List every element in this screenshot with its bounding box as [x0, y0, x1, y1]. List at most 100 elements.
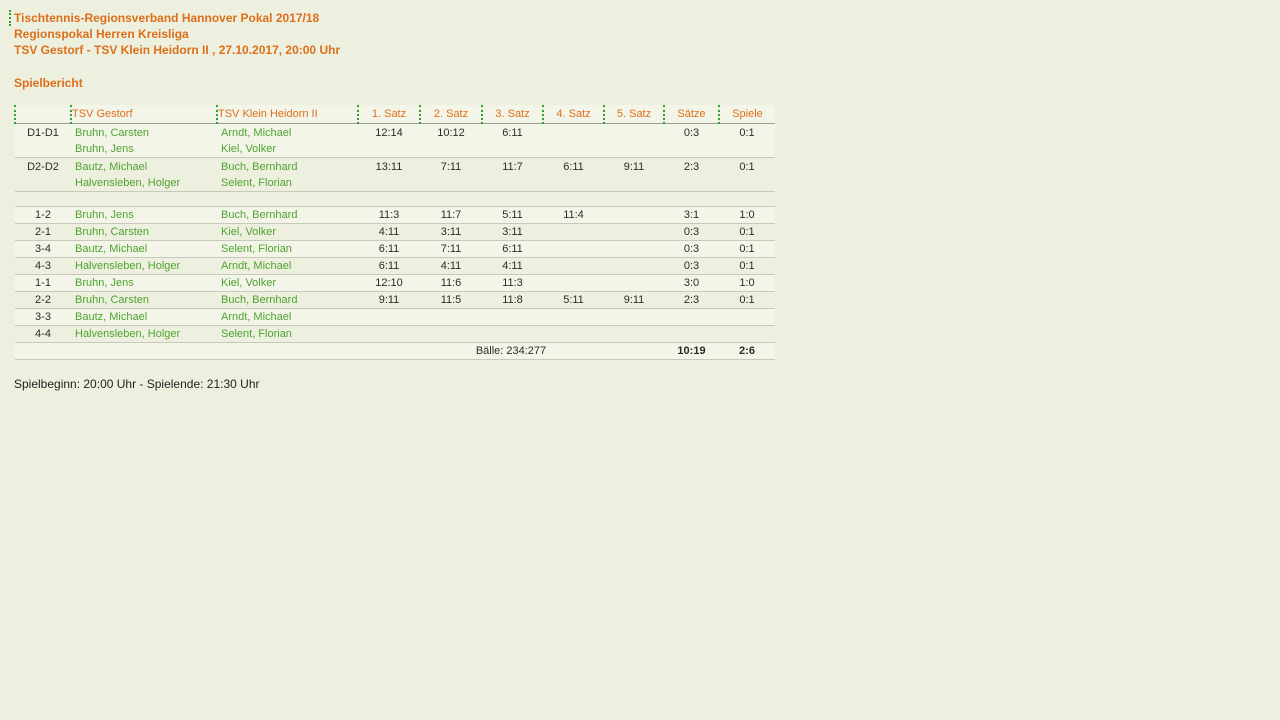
balls-total: Bälle: 234:277 [475, 345, 547, 357]
away-player: Selent, Florian [221, 243, 292, 255]
games-result [719, 309, 775, 326]
sets-result: 0:3 [683, 243, 700, 255]
home-player: Bruhn, Carsten [75, 226, 149, 238]
set-score: 12:14 [375, 127, 403, 139]
away-player: Buch, Bernhard [221, 294, 298, 306]
set-score: 5:11 [502, 209, 523, 221]
singles-row: 1-2 Bruhn, Jens Buch, Bernhard 11:3 11:7 5:11… [15, 206, 775, 224]
set-score [420, 326, 482, 343]
set-score [604, 224, 664, 241]
set-score [604, 326, 664, 343]
header-empty [14, 105, 71, 124]
home-player: Halvensleben, Holger [75, 328, 181, 340]
home-player: Bruhn, Jens [75, 277, 134, 289]
set-score: 6:11 [502, 243, 523, 255]
set-score: 9:11 [378, 294, 400, 306]
header-set-2: 2. Satz [419, 105, 482, 124]
table-body: D1-D1 Bruhn, Carsten Bruhn, Jens Arndt, Mic… [15, 123, 775, 360]
sets-result: 0:3 [683, 226, 700, 238]
sets-result: 0:3 [683, 260, 700, 272]
set-score: 12:10 [375, 277, 403, 289]
competition-title: Tischtennis-Regionsverband Hannover Poka… [9, 10, 784, 26]
sets-result: 3:1 [683, 209, 700, 221]
match-report-page: Tischtennis-Regionsverband Hannover Poka… [0, 0, 784, 391]
set-score [543, 326, 604, 343]
singles-row: 4-3 Halvensleben, Holger Arndt, Michael 6:1… [15, 258, 775, 275]
set-score [604, 124, 664, 158]
games-result [719, 326, 775, 343]
games-result: 0:1 [739, 127, 755, 139]
away-player: Selent, Florian [221, 328, 292, 340]
set-score [543, 241, 604, 258]
doubles-row: D2-D2 Bautz, Michael Halvensleben, Holger B… [15, 158, 775, 192]
page-header: Tischtennis-Regionsverband Hannover Poka… [9, 10, 784, 58]
match-times: Spielbeginn: 20:00 Uhr - Spielende: 21:3… [14, 377, 260, 391]
set-score [543, 258, 604, 275]
match-code: 4-3 [35, 260, 51, 272]
doubles-row: D1-D1 Bruhn, Carsten Bruhn, Jens Arndt, Mic… [15, 123, 775, 158]
set-score [604, 309, 664, 326]
header-row: TSV Gestorf TSV Klein Heidorn II 1. Satz 2.… [14, 105, 775, 124]
match-title: TSV Gestorf - TSV Klein Heidorn II , 27.… [14, 43, 341, 57]
set-score: 11:3 [502, 277, 523, 289]
singles-row: 4-4 Halvensleben, Holger Selent, Florian [15, 326, 775, 343]
games-result: 0:1 [739, 260, 755, 272]
set-score: 4:11 [440, 260, 462, 272]
sets-result [664, 309, 719, 326]
set-score: 6:11 [378, 260, 400, 272]
singles-row: 3-3 Bautz, Michael Arndt, Michael [15, 308, 775, 326]
set-score: 3:11 [440, 226, 462, 238]
away-pair: Buch, Bernhard Selent, Florian [217, 158, 358, 192]
set-score [482, 326, 543, 343]
games-result: 1:0 [739, 277, 755, 289]
set-score: 13:11 [375, 161, 403, 173]
header-set-4: 4. Satz [542, 105, 604, 124]
set-score [482, 309, 543, 326]
home-player: Bruhn, Jens [75, 209, 134, 221]
match-report-table: TSV Gestorf TSV Klein Heidorn II 1. Satz 2.… [14, 105, 775, 360]
away-pair: Arndt, Michael Kiel, Volker [217, 124, 358, 158]
match-code: D2-D2 [27, 161, 59, 173]
sets-result: 0:3 [683, 127, 700, 139]
set-score: 4:11 [502, 260, 523, 272]
table-header-row: TSV Gestorf TSV Klein Heidorn II 1. Satz 2.… [14, 105, 775, 124]
match-code: D1-D1 [27, 127, 59, 139]
set-score: 3:11 [502, 226, 523, 238]
match-code: 1-2 [35, 209, 51, 221]
header-spiele: Spiele [718, 105, 775, 124]
match-code: 1-1 [35, 277, 51, 289]
home-player: Bautz, Michael [75, 311, 148, 323]
match-code: 3-3 [35, 311, 51, 323]
away-player: Arndt, Michael [221, 311, 292, 323]
header-set-3: 3. Satz [481, 105, 543, 124]
match-code: 2-2 [35, 294, 51, 306]
away-player: Buch, Bernhard [221, 161, 298, 173]
singles-row: 2-1 Bruhn, Carsten Kiel, Volker 4:11 3:11 3:1… [15, 224, 775, 241]
set-score: 11:3 [378, 209, 400, 221]
home-player: Bautz, Michael [75, 243, 148, 255]
singles-row: 2-2 Bruhn, Carsten Buch, Bernhard 9:11 11:5 1… [15, 292, 775, 309]
home-player: Bruhn, Jens [75, 143, 134, 155]
section-title: Spielbericht [14, 76, 83, 90]
sets-result [664, 326, 719, 343]
away-player: Buch, Bernhard [221, 209, 298, 221]
set-score: 6:11 [502, 127, 523, 139]
set-score: 9:11 [623, 294, 645, 306]
singles-row: 1-1 Bruhn, Jens Kiel, Volker 12:10 11:6 11:3 3… [15, 274, 775, 292]
home-pair: Bautz, Michael Halvensleben, Holger [71, 158, 217, 192]
games-result: 1:0 [739, 209, 755, 221]
set-score: 4:11 [378, 226, 400, 238]
home-player: Bruhn, Carsten [75, 294, 149, 306]
set-score: 9:11 [623, 161, 645, 173]
games-result: 0:1 [739, 243, 755, 255]
singles-row: 3-4 Bautz, Michael Selent, Florian 6:11 7:11… [15, 240, 775, 258]
set-score [604, 258, 664, 275]
sets-result: 2:3 [683, 294, 700, 306]
match-code: 3-4 [35, 243, 51, 255]
set-score [358, 326, 420, 343]
header-set-1: 1. Satz [357, 105, 420, 124]
set-score [543, 224, 604, 241]
header-set-5: 5. Satz [603, 105, 664, 124]
total-sets-result: 10:19 [677, 345, 706, 357]
set-score [604, 241, 664, 258]
